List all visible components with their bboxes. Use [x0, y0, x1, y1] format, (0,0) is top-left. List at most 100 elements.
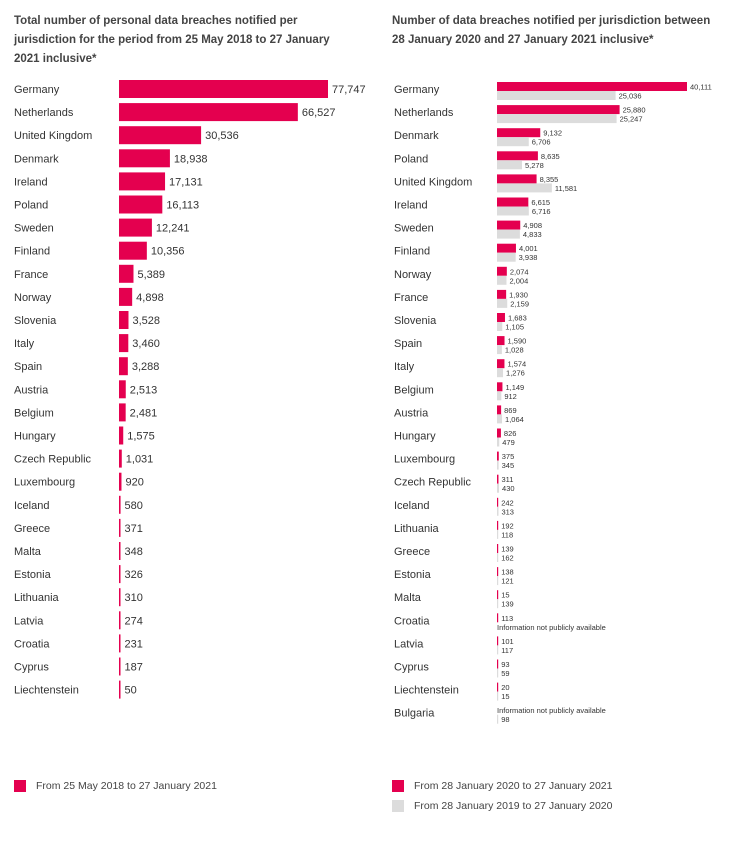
left-category-label-cyprus: Cyprus — [14, 662, 49, 674]
right-value-label-previous-slovenia: 1,105 — [505, 323, 524, 332]
left-value-label-luxembourg: 920 — [125, 477, 143, 489]
right-value-label-previous-ireland: 6,716 — [532, 207, 551, 216]
legend-right-2: From 28 January 2019 to 27 January 2020 — [392, 800, 612, 812]
right-value-label-previous-cyprus: 59 — [501, 669, 509, 678]
left-value-label-ireland: 17,131 — [169, 176, 203, 188]
left-category-label-latvia: Latvia — [14, 615, 44, 627]
right-bar-current-hungary — [497, 428, 501, 438]
right-value-label-previous-czech-republic: 430 — [502, 484, 515, 493]
right-value-label-previous-norway: 2,004 — [509, 276, 528, 285]
right-bar-current-netherlands — [497, 105, 620, 115]
legend-pink-swatch — [14, 780, 26, 792]
legend-right-2-label: From 28 January 2019 to 27 January 2020 — [414, 800, 613, 812]
right-value-label-current-iceland: 242 — [501, 498, 514, 507]
right-value-label-previous-spain: 1,028 — [505, 346, 524, 355]
right-bar-previous-hungary — [497, 437, 500, 447]
right-bar-current-poland — [497, 151, 538, 161]
right-value-label-previous-belgium: 912 — [504, 392, 517, 401]
right-bar-previous-luxembourg — [497, 460, 499, 470]
legend-pink-swatch-right — [392, 780, 404, 792]
left-category-label-denmark: Denmark — [14, 153, 59, 165]
left-bar-estonia — [119, 565, 121, 584]
left-value-label-liechtenstein: 50 — [125, 685, 137, 697]
right-bar-previous-slovenia — [497, 322, 503, 331]
left-value-label-latvia: 274 — [125, 615, 143, 627]
left-category-label-sweden: Sweden — [14, 223, 54, 235]
left-category-label-greece: Greece — [14, 523, 50, 535]
left-bar-united-kingdom — [119, 126, 202, 145]
right-category-label-greece: Greece — [394, 546, 430, 558]
right-bar-previous-austria — [497, 414, 503, 424]
right-bar-current-austria — [497, 405, 502, 415]
right-category-label-cyprus: Cyprus — [394, 662, 429, 674]
right-value-label-current-luxembourg: 375 — [502, 452, 515, 461]
right-category-label-croatia: Croatia — [394, 615, 430, 627]
left-category-label-netherlands: Netherlands — [14, 107, 74, 119]
right-category-label-hungary: Hungary — [394, 431, 436, 443]
right-category-label-lithuania: Lithuania — [394, 523, 440, 535]
right-bar-previous-netherlands — [497, 114, 617, 124]
left-value-label-czech-republic: 1,031 — [126, 454, 154, 466]
right-value-label-previous-united-kingdom: 11,581 — [555, 184, 577, 193]
right-bar-previous-belgium — [497, 391, 502, 401]
right-category-label-bulgaria: Bulgaria — [394, 708, 435, 720]
right-value-label-current-lithuania: 192 — [501, 521, 514, 530]
right-na-label-current-bulgaria: Information not publicly available — [497, 706, 606, 715]
left-bar-malta — [119, 542, 121, 560]
left-value-label-finland: 10,356 — [151, 246, 185, 258]
left-category-label-hungary: Hungary — [14, 431, 56, 443]
right-category-label-spain: Spain — [394, 338, 422, 350]
left-bar-italy — [119, 334, 129, 353]
left-bar-latvia — [119, 611, 121, 630]
left-bar-belgium — [119, 403, 126, 422]
right-category-label-france: France — [394, 292, 428, 304]
right-bar-previous-cyprus — [497, 668, 499, 678]
right-category-label-latvia: Latvia — [394, 638, 424, 650]
legend-grey-swatch — [392, 800, 404, 812]
right-category-label-luxembourg: Luxembourg — [394, 454, 455, 466]
left-bar-austria — [119, 380, 126, 399]
right-bar-current-france — [497, 289, 507, 299]
right-value-label-current-denmark: 9,132 — [543, 129, 562, 138]
right-value-label-previous-austria: 1,064 — [505, 415, 524, 424]
legend-right-1-label: From 28 January 2020 to 27 January 2021 — [414, 780, 613, 792]
left-value-label-belgium: 2,481 — [130, 407, 158, 419]
right-bar-current-cyprus — [497, 659, 499, 669]
right-value-label-current-croatia: 113 — [501, 614, 513, 623]
right-bar-previous-estonia — [497, 576, 499, 586]
right-bar-previous-italy — [497, 368, 504, 378]
right-bar-current-italy — [497, 359, 505, 369]
right-category-label-finland: Finland — [394, 246, 430, 258]
left-value-label-poland: 16,113 — [166, 200, 199, 212]
right-value-label-previous-denmark: 6,706 — [532, 138, 551, 147]
right-bar-previous-bulgaria — [497, 714, 499, 724]
right-bar-current-croatia — [497, 613, 499, 623]
right-category-label-liechtenstein: Liechtenstein — [394, 685, 459, 697]
right-value-label-current-norway: 2,074 — [510, 267, 529, 276]
left-value-label-hungary: 1,575 — [127, 431, 155, 443]
left-category-label-italy: Italy — [14, 338, 35, 350]
right-bar-previous-norway — [497, 275, 507, 285]
right-bar-current-denmark — [497, 128, 541, 138]
right-value-label-current-belgium: 1,149 — [505, 383, 524, 392]
left-bar-greece — [119, 518, 121, 537]
left-value-label-norway: 4,898 — [136, 292, 164, 304]
right-category-label-belgium: Belgium — [394, 384, 434, 396]
right-bar-current-sweden — [497, 220, 521, 230]
left-value-label-croatia: 231 — [125, 638, 143, 650]
right-bar-previous-iceland — [497, 506, 499, 516]
right-value-label-current-sweden: 4,908 — [523, 221, 542, 230]
left-category-label-slovenia: Slovenia — [14, 315, 57, 327]
right-bar-previous-denmark — [497, 137, 529, 147]
left-value-label-estonia: 326 — [125, 569, 143, 581]
left-chart-title: Total number of personal data breaches n… — [14, 15, 330, 65]
left-category-label-finland: Finland — [14, 246, 50, 258]
right-bar-previous-liechtenstein — [497, 691, 499, 701]
right-bar-previous-france — [497, 298, 508, 308]
left-category-label-united-kingdom: United Kingdom — [14, 130, 92, 142]
right-value-label-current-poland: 8,635 — [541, 152, 560, 161]
right-bar-previous-malta — [497, 599, 499, 609]
left-bar-spain — [119, 357, 128, 376]
right-category-label-slovenia: Slovenia — [394, 315, 437, 327]
right-bar-current-iceland — [497, 497, 499, 507]
